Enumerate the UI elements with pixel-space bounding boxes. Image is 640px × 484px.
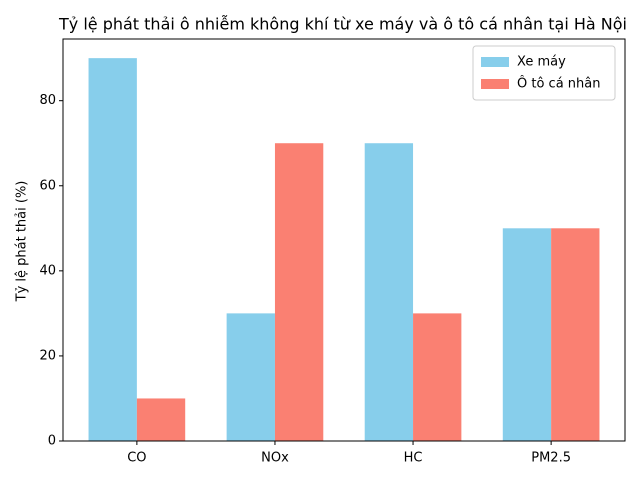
bar [226,313,275,441]
bar [551,228,600,441]
bar [136,398,186,441]
y-tick-label: 80 [39,93,56,108]
y-tick-label: 0 [48,434,56,449]
x-tick-label: CO [127,451,146,466]
x-tick-label: NOx [261,451,289,466]
bar [413,313,462,441]
y-tick-label: 60 [39,178,56,193]
x-tick-label: PM2.5 [531,451,571,466]
bar [364,143,414,441]
y-tick-label: 40 [39,263,56,278]
legend-label: Xe máy [517,55,566,70]
legend-swatch [481,57,509,67]
y-axis-label: Tỷ lệ phát thải (%) [15,181,30,303]
x-tick-label: HC [404,451,423,466]
bar [502,228,552,441]
legend-swatch [481,79,509,89]
legend-label: Ô tô cá nhân [517,76,600,92]
plot-frame [62,38,626,442]
bar [88,58,137,442]
chart-title: Tỷ lệ phát thải ô nhiễm không khí từ xe … [58,15,627,34]
y-tick-label: 20 [39,348,56,363]
bar [274,143,324,441]
